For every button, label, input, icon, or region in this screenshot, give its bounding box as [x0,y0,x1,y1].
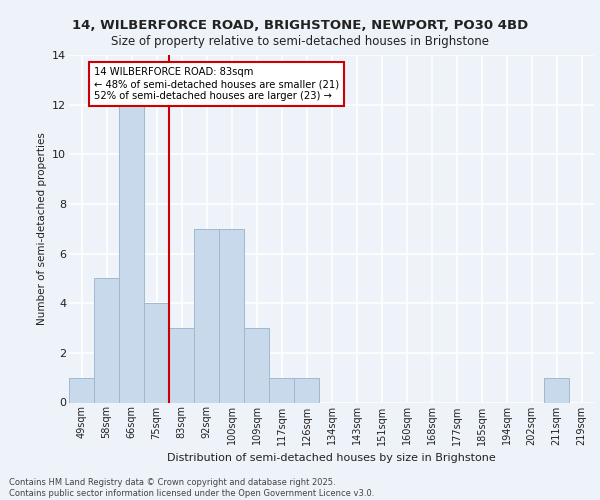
Bar [94,278,119,402]
Bar [269,378,294,402]
Text: 14, WILBERFORCE ROAD, BRIGHSTONE, NEWPORT, PO30 4BD: 14, WILBERFORCE ROAD, BRIGHSTONE, NEWPOR… [72,19,528,32]
Bar [119,80,144,402]
Text: 14 WILBERFORCE ROAD: 83sqm
← 48% of semi-detached houses are smaller (21)
52% of: 14 WILBERFORCE ROAD: 83sqm ← 48% of semi… [94,68,339,100]
Bar [69,378,94,402]
Bar [194,229,219,402]
Bar [544,378,569,402]
Bar [144,303,169,402]
X-axis label: Distribution of semi-detached houses by size in Brighstone: Distribution of semi-detached houses by … [167,453,496,463]
Bar [244,328,269,402]
Bar [219,229,244,402]
Text: Contains HM Land Registry data © Crown copyright and database right 2025.
Contai: Contains HM Land Registry data © Crown c… [9,478,374,498]
Bar [294,378,319,402]
Text: Size of property relative to semi-detached houses in Brighstone: Size of property relative to semi-detach… [111,35,489,48]
Y-axis label: Number of semi-detached properties: Number of semi-detached properties [37,132,47,325]
Bar [169,328,194,402]
